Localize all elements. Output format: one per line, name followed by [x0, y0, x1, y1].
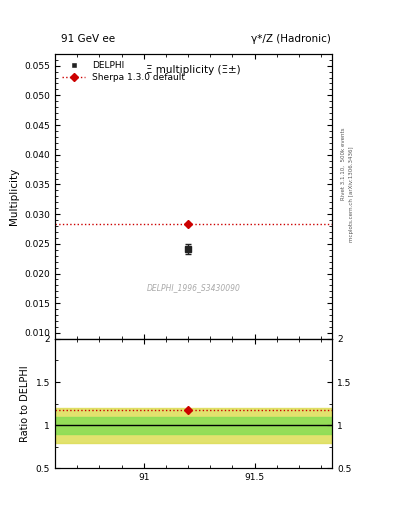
- Text: mcplots.cern.ch [arXiv:1306.3436]: mcplots.cern.ch [arXiv:1306.3436]: [349, 147, 354, 242]
- Text: Rivet 3.1.10,  500k events: Rivet 3.1.10, 500k events: [341, 127, 346, 200]
- Y-axis label: Multiplicity: Multiplicity: [9, 168, 19, 225]
- Bar: [55, 417, 332, 434]
- Text: γ*/Z (Hadronic): γ*/Z (Hadronic): [251, 33, 331, 44]
- Bar: [55, 408, 332, 442]
- Legend: DELPHI, Sherpa 1.3.0 default: DELPHI, Sherpa 1.3.0 default: [59, 58, 188, 84]
- Text: Ξ multiplicity (Ξ±): Ξ multiplicity (Ξ±): [146, 65, 241, 75]
- Text: DELPHI_1996_S3430090: DELPHI_1996_S3430090: [147, 283, 241, 292]
- Y-axis label: Ratio to DELPHI: Ratio to DELPHI: [20, 366, 30, 442]
- Text: 91 GeV ee: 91 GeV ee: [61, 33, 115, 44]
